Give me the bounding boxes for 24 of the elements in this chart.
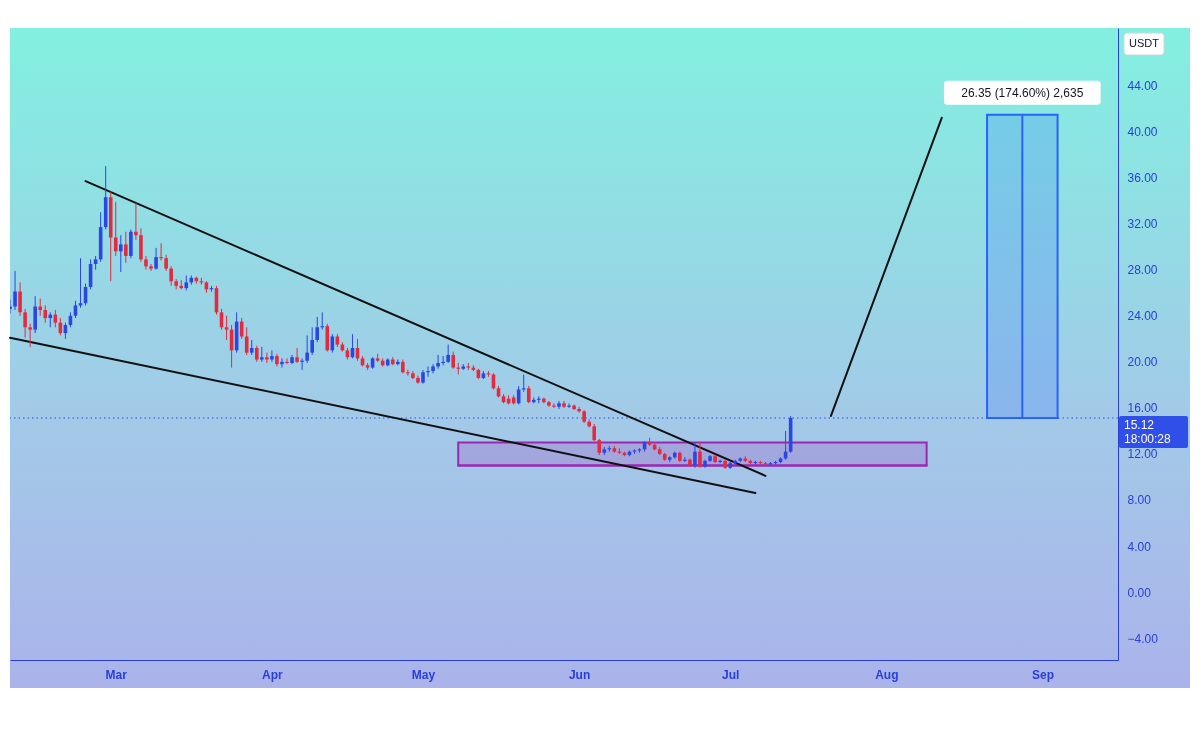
y-tick-label: 0.00 xyxy=(1127,585,1152,600)
x-tick-label: Mar xyxy=(105,667,128,682)
ref-line-label: 15.12 xyxy=(1124,418,1155,433)
y-tick-label: 32.00 xyxy=(1127,217,1158,232)
x-tick-label: Aug xyxy=(875,667,899,682)
y-tick-label: 36.00 xyxy=(1127,171,1158,186)
y-tick-label: 8.00 xyxy=(1127,493,1152,508)
x-tick-label: May xyxy=(411,667,436,682)
y-tick-label: 16.00 xyxy=(1127,401,1158,416)
y-tick-label: 24.00 xyxy=(1127,309,1158,324)
x-tick-label: Jul xyxy=(722,667,740,682)
x-tick-label: Jun xyxy=(568,667,591,682)
y-tick-label: 40.00 xyxy=(1127,125,1158,140)
y-tick-label: 44.00 xyxy=(1127,79,1158,94)
annotation: 26.35 (174.60%) 2,635 xyxy=(961,85,1084,100)
y-axis-title: USDT xyxy=(1129,37,1160,49)
x-tick-label: Apr xyxy=(262,667,284,682)
y-tick-label: 28.00 xyxy=(1127,263,1158,278)
y-tick-label: −4.00 xyxy=(1127,631,1159,646)
x-tick-label: Sep xyxy=(1031,667,1054,682)
y-tick-label: 4.00 xyxy=(1127,539,1152,554)
text: 18:00:28 xyxy=(1124,432,1172,447)
y-tick-label: 12.00 xyxy=(1127,447,1158,462)
y-tick-label: 20.00 xyxy=(1127,355,1158,370)
